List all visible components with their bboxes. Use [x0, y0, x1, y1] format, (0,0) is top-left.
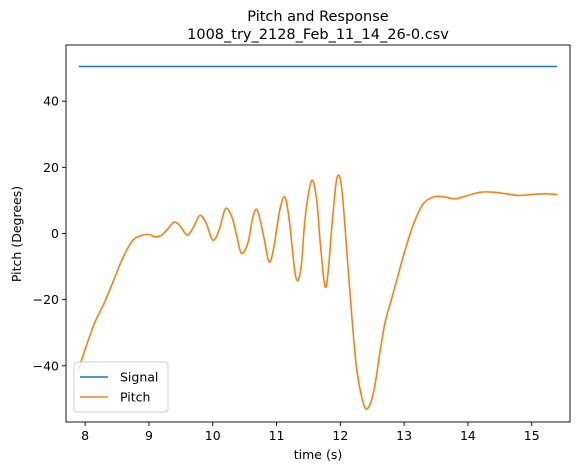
y-tick-label: 40: [43, 94, 59, 109]
axes-border: [65, 44, 571, 423]
legend-box: [73, 361, 169, 413]
x-tick-label: 13: [396, 428, 412, 443]
y-tick-label: −20: [33, 292, 59, 307]
y-tick-label: 0: [51, 226, 59, 241]
axes-frame: [65, 44, 571, 423]
chart-title: Pitch and Response: [247, 9, 389, 25]
plot-area: [77, 65, 558, 410]
y-tick-label: 20: [43, 160, 59, 175]
legend: Signal Pitch: [73, 361, 169, 413]
x-tick-label: 10: [205, 428, 221, 443]
x-tick-label: 11: [269, 428, 285, 443]
legend-label-pitch: Pitch: [120, 390, 150, 405]
x-tick-label: 14: [460, 428, 476, 443]
x-axis-label: time (s): [294, 447, 342, 462]
x-tick-label: 15: [524, 428, 540, 443]
legend-label-signal: Signal: [120, 370, 158, 385]
axis-ticks: 8 9 10 11 12 13 14 15 −40 −20 0 20 40: [33, 94, 540, 443]
x-tick-label: 9: [145, 428, 153, 443]
y-axis-label: Pitch (Degrees): [9, 186, 24, 282]
y-tick-label: −40: [33, 358, 59, 373]
x-tick-label: 12: [332, 428, 348, 443]
chart-subtitle: 1008_try_2128_Feb_11_14_26-0.csv: [187, 27, 449, 43]
series-line-pitch: [77, 174, 558, 410]
x-tick-label: 8: [81, 428, 89, 443]
